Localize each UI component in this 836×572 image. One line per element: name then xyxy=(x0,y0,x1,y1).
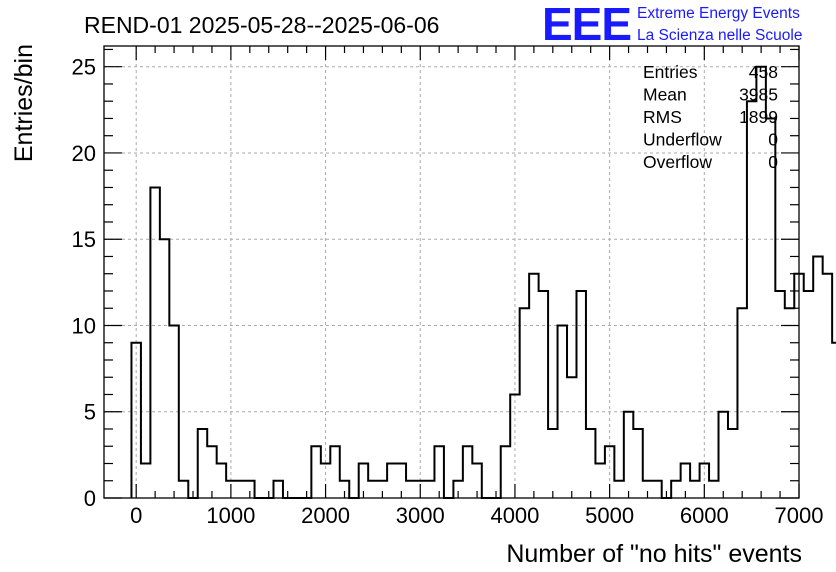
y-axis-label: Entries/bin xyxy=(10,44,38,162)
x-tick-label: 6000 xyxy=(680,503,729,528)
y-tick-label: 20 xyxy=(72,141,96,166)
logo-line-2: La Scienza nelle Scuole xyxy=(637,27,802,44)
y-tick-label: 5 xyxy=(84,400,96,425)
x-tick-label: 7000 xyxy=(775,503,824,528)
stats-value: 1899 xyxy=(739,107,778,127)
histogram-outline xyxy=(130,65,836,499)
stats-label: RMS xyxy=(643,107,682,127)
stats-value: 3985 xyxy=(739,85,778,105)
x-tick-labels: 0 1000 2000 3000 4000 5000 6000 7000 xyxy=(130,503,823,528)
y-tick-labels: 0 5 10 15 20 25 xyxy=(72,55,96,511)
x-tick-label: 5000 xyxy=(585,503,634,528)
logo-line-1: Extreme Energy Events xyxy=(637,5,800,22)
grid xyxy=(104,46,800,499)
x-tick-label: 1000 xyxy=(206,503,255,528)
chart-title: REND-01 2025-05-28--2025-06-06 xyxy=(84,12,439,38)
plot-frame xyxy=(103,45,800,499)
y-tick-label: 0 xyxy=(84,486,96,511)
stats-value: 458 xyxy=(749,62,778,82)
stats-label: Entries xyxy=(643,62,698,82)
y-tick-label: 10 xyxy=(72,313,96,338)
x-tick-label: 0 xyxy=(130,503,142,528)
x-tick-label: 4000 xyxy=(490,503,539,528)
stats-label: Underflow xyxy=(643,130,722,150)
x-axis-label: Number of "no hits" events xyxy=(506,540,802,568)
eee-logo: EEE Extreme Energy Events La Scienza nel… xyxy=(542,0,802,50)
x-tick-label: 3000 xyxy=(396,503,445,528)
eee-logo-mark: EEE xyxy=(542,0,631,50)
stats-label: Mean xyxy=(643,85,687,105)
y-tick-label: 25 xyxy=(72,55,96,80)
stats-value: 0 xyxy=(768,130,778,150)
axis-ticks xyxy=(104,46,800,499)
stats-box: Entries 458 Mean 3985 RMS 1899 Underflow 0 Overf… xyxy=(643,62,778,172)
stats-value: 0 xyxy=(768,152,778,172)
x-tick-label: 2000 xyxy=(301,503,350,528)
y-tick-label: 15 xyxy=(72,227,96,252)
stats-label: Overflow xyxy=(643,152,712,172)
